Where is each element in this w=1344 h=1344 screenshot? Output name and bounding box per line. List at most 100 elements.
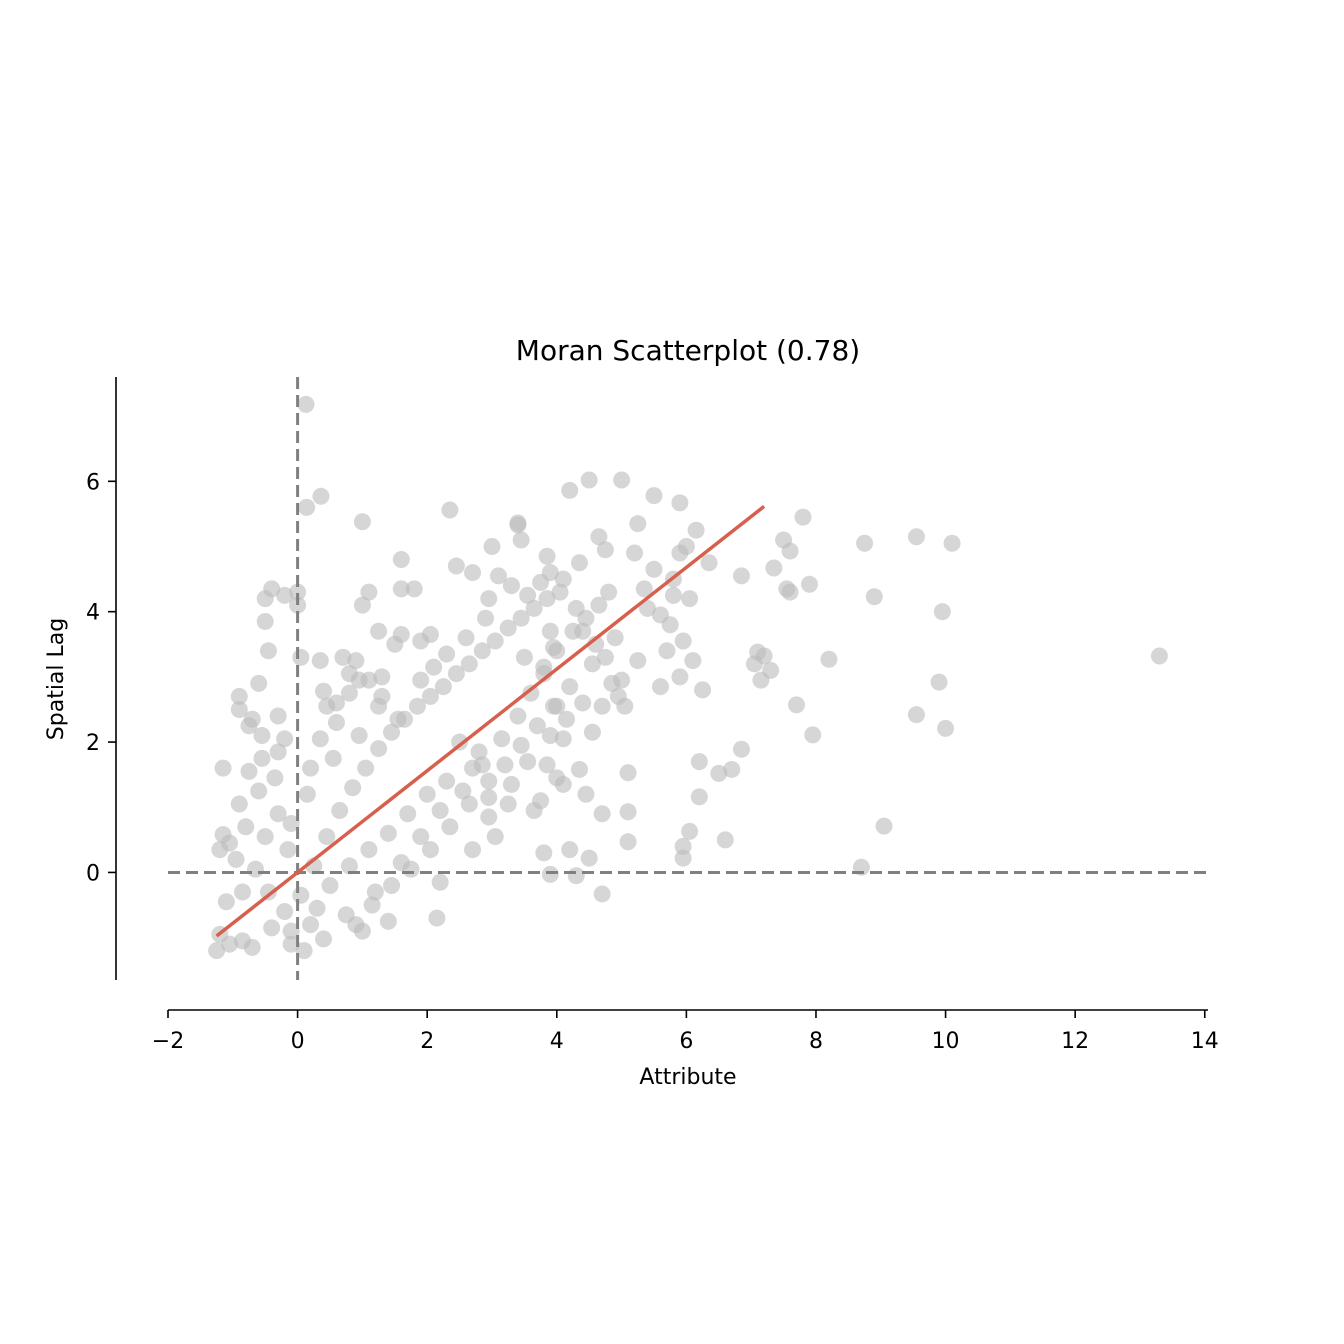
scatter-point <box>681 590 699 608</box>
scatter-point <box>360 583 378 601</box>
scatter-point <box>561 481 579 499</box>
scatter-point <box>327 714 345 732</box>
scatter-point <box>441 818 459 836</box>
scatter-point <box>541 727 559 745</box>
scatter-point <box>606 629 624 647</box>
scatter-point <box>269 707 287 725</box>
scatter-point <box>441 501 459 519</box>
scatter-point <box>535 844 553 862</box>
scatter-point <box>473 756 491 774</box>
x-tick-label: 0 <box>291 1029 305 1054</box>
scatter-point <box>447 557 465 575</box>
scatter-point <box>732 567 750 585</box>
scatter-point <box>583 723 601 741</box>
scatter-point <box>512 609 530 627</box>
scatter-point <box>405 580 423 598</box>
scatter-point <box>347 652 365 670</box>
scatter-point <box>548 642 566 660</box>
scatter-point <box>221 935 239 953</box>
scatter-point <box>243 938 261 956</box>
scatter-point <box>311 652 329 670</box>
scatter-point <box>256 828 274 846</box>
scatter-point <box>408 697 426 715</box>
scatter-point <box>596 541 614 559</box>
scatter-point <box>567 599 585 617</box>
scatter-point <box>674 849 692 867</box>
scatter-point <box>875 817 893 835</box>
scatter-point <box>629 652 647 670</box>
scatter-point <box>357 759 375 777</box>
scatter-point <box>512 736 530 754</box>
scatter-point <box>694 681 712 699</box>
scatter-point <box>292 886 310 904</box>
scatter-point <box>538 547 556 565</box>
scatter-point <box>217 893 235 911</box>
scatter-point <box>593 805 611 823</box>
scatter-point <box>577 785 595 803</box>
scatter-point <box>538 756 556 774</box>
scatter-point <box>347 916 365 934</box>
scatter-point <box>373 687 391 705</box>
scatter-point <box>509 516 527 534</box>
scatter-point <box>250 782 268 800</box>
scatter-point <box>383 723 401 741</box>
scatter-point <box>580 849 598 867</box>
scatter-point <box>282 922 300 940</box>
scatter-point <box>943 534 961 552</box>
y-tick-label: 4 <box>86 601 100 626</box>
scatter-point <box>259 642 277 660</box>
scatter-point <box>302 916 320 934</box>
scatter-point <box>425 658 443 676</box>
scatter-point <box>865 588 883 606</box>
scatter-point <box>651 678 669 696</box>
scatter-point <box>269 805 287 823</box>
scatter-point <box>340 684 358 702</box>
scatter-point <box>486 828 504 846</box>
scatter-point <box>340 857 358 875</box>
scatter-point <box>370 740 388 758</box>
scatter-point <box>379 912 397 930</box>
scatter-point <box>315 682 333 700</box>
scatter-point <box>794 508 812 526</box>
scatter-point <box>360 671 378 689</box>
scatter-point <box>318 697 336 715</box>
scatter-point <box>723 760 741 778</box>
x-tick-label: 4 <box>550 1029 564 1054</box>
scatter-point <box>933 603 951 621</box>
y-axis-ticks: 0 2 4 6 <box>86 470 116 886</box>
scatter-point <box>353 513 371 531</box>
scatter-point <box>551 583 569 601</box>
scatter-point <box>499 795 517 813</box>
scatter-point <box>486 632 504 650</box>
scatter-point <box>460 655 478 673</box>
scatter-point <box>532 792 550 810</box>
regression-fit-line <box>215 504 766 938</box>
scatter-point <box>639 599 657 617</box>
scatter-point <box>1150 647 1168 665</box>
scatter-point <box>645 560 663 578</box>
scatter-point <box>781 542 799 560</box>
scatter-point <box>298 498 316 516</box>
scatter-point <box>804 726 822 744</box>
scatter-point <box>619 764 637 782</box>
scatter-point <box>716 831 734 849</box>
scatter-point <box>528 717 546 735</box>
x-tick-label: 14 <box>1191 1029 1219 1054</box>
scatter-point <box>227 850 245 868</box>
scatter-point <box>541 865 559 883</box>
scatter-point <box>392 580 410 598</box>
scatter-point <box>661 616 679 634</box>
scatter-point <box>502 775 520 793</box>
scatter-point <box>480 808 498 826</box>
scatter-point <box>493 730 511 748</box>
scatter-point <box>418 785 436 803</box>
scatter-point <box>580 471 598 489</box>
scatter-point <box>451 733 469 751</box>
scatter-point <box>363 896 381 914</box>
scatter-point <box>421 625 439 643</box>
scatter-point <box>412 671 430 689</box>
scatter-point <box>519 586 537 604</box>
x-tick-label: 12 <box>1061 1029 1089 1054</box>
scatter-point <box>263 919 281 937</box>
scatter-point <box>434 678 452 696</box>
